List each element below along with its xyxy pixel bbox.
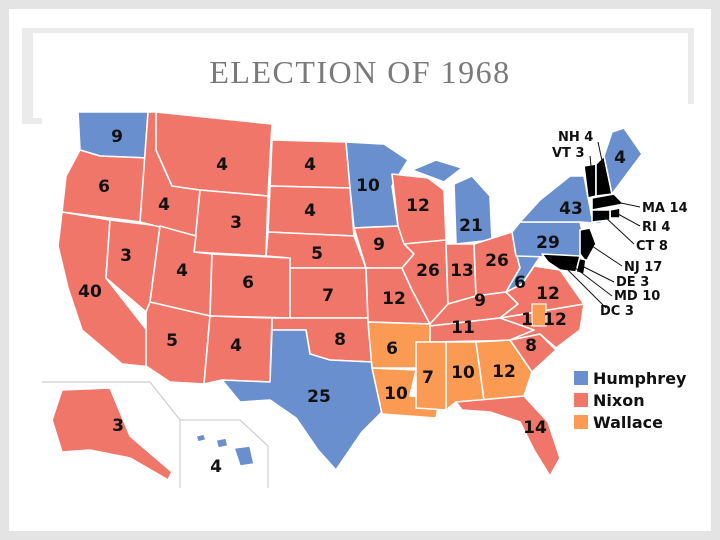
- ev-label-WI: 12: [406, 196, 430, 216]
- ev-label-OR: 6: [98, 177, 110, 197]
- legend-label-wallace: Wallace: [593, 413, 663, 432]
- state-MT: [155, 111, 273, 197]
- state-CT: [591, 209, 611, 223]
- ev-label-NM: 4: [230, 336, 242, 356]
- hawaii-inset-divider: [180, 419, 269, 488]
- title-box: [33, 33, 688, 118]
- alaska-inset-divider: [42, 381, 181, 488]
- ev-label-WY: 3: [230, 213, 242, 233]
- ev-label-AL: 10: [451, 363, 475, 383]
- leader-CT: [603, 215, 635, 245]
- ev-label-ID: 4: [158, 195, 170, 215]
- state-HI-2: [215, 437, 229, 449]
- leader-DE: [581, 265, 615, 283]
- callout-VT: VT 3: [552, 146, 585, 161]
- state-MI: [453, 175, 493, 245]
- state-TX: [221, 329, 383, 471]
- legend-swatch-wallace: [574, 415, 588, 429]
- ev-label-NC-faithless: 1: [521, 310, 533, 330]
- ev-label-HI: 4: [210, 457, 222, 477]
- ev-label-MO: 12: [382, 289, 406, 309]
- ev-label-SC: 8: [525, 336, 537, 356]
- state-RI: [609, 207, 621, 219]
- ev-label-OK: 8: [334, 330, 346, 350]
- leader-RI: [617, 213, 641, 227]
- ev-label-MS: 7: [422, 368, 434, 388]
- callout-CT: CT 8: [636, 239, 668, 254]
- slide-title: ELECTION OF 1968: [209, 54, 511, 90]
- ev-label-NE: 5: [311, 244, 323, 264]
- leader-NH: [597, 141, 605, 171]
- ev-label-NY: 43: [559, 199, 583, 219]
- ev-label-MI: 21: [459, 216, 483, 236]
- leader-MD: [569, 263, 613, 297]
- ev-label-KS: 7: [322, 286, 334, 306]
- ev-label-AZ: 5: [166, 331, 178, 351]
- ev-label-VA: 12: [536, 284, 560, 304]
- ev-label-CA: 40: [78, 282, 102, 302]
- ev-label-AR: 6: [386, 339, 398, 359]
- state-GA: [475, 339, 533, 401]
- legend-label-humphrey: Humphrey: [593, 369, 687, 388]
- state-MD: [541, 253, 581, 273]
- ev-label-LA: 10: [384, 384, 408, 404]
- callout-RI: RI 4: [642, 220, 670, 235]
- ev-label-OH: 26: [485, 251, 509, 271]
- ev-label-IA: 9: [373, 235, 385, 255]
- legend: Humphrey Nixon Wallace: [574, 369, 687, 432]
- ev-label-SD: 4: [304, 201, 316, 221]
- callout-DE: DE 3: [616, 275, 649, 290]
- ev-label-GA: 12: [492, 362, 516, 382]
- legend-label-nixon: Nixon: [593, 391, 645, 410]
- ev-label-FL: 14: [523, 418, 547, 438]
- ev-label-ND: 4: [304, 155, 316, 175]
- callout-MD: MD 10: [614, 289, 660, 304]
- state-HI-1: [195, 433, 207, 443]
- ev-label-IN: 13: [450, 261, 474, 281]
- ev-label-WA: 9: [111, 127, 123, 147]
- state-AK: [51, 387, 173, 481]
- ev-label-CO: 6: [242, 273, 254, 293]
- ev-label-TX: 25: [307, 387, 331, 407]
- leader-NJ: [591, 245, 623, 267]
- ev-label-WV: 6: [514, 273, 526, 293]
- callout-DC: DC 3: [600, 304, 634, 319]
- ev-label-PA: 29: [536, 233, 560, 253]
- callout-MA: MA 14: [642, 201, 688, 216]
- ev-label-TN: 11: [451, 318, 475, 338]
- state-FL: [455, 395, 561, 477]
- ev-label-UT: 4: [176, 261, 188, 281]
- legend-swatch-humphrey: [574, 371, 588, 385]
- state-HI-3: [233, 445, 255, 467]
- ev-label-AK: 3: [112, 416, 124, 436]
- state-NJ: [579, 227, 597, 263]
- ev-label-ME: 4: [614, 148, 626, 168]
- callout-NH: NH 4: [558, 130, 593, 145]
- leader-VT: [589, 155, 593, 177]
- ev-label-KY: 9: [474, 291, 486, 311]
- state-MI-upper: [411, 159, 463, 183]
- ev-label-NV: 3: [120, 246, 132, 266]
- nc-faithless-patch: [531, 303, 547, 327]
- ev-label-MT: 4: [216, 155, 228, 175]
- leader-MA: [615, 201, 641, 208]
- callout-NJ: NJ 17: [624, 260, 662, 275]
- ev-label-MN: 10: [356, 176, 380, 196]
- legend-swatch-nixon: [574, 393, 588, 407]
- state-AZ: [145, 301, 211, 385]
- leader-DC: [565, 267, 607, 309]
- ev-label-NC: 12: [543, 310, 567, 330]
- ev-label-IL: 26: [416, 261, 440, 281]
